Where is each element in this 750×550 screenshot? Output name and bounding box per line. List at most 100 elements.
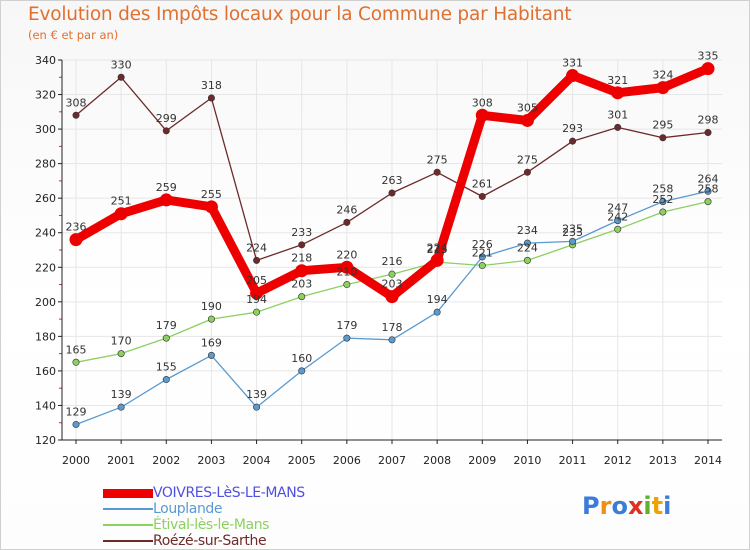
series-point-1 [433, 308, 441, 316]
data-label: 235 [562, 222, 583, 235]
x-tick-label: 2009 [468, 454, 496, 467]
y-tick-label: 180 [35, 330, 56, 343]
data-label: 203 [382, 278, 403, 291]
data-label: 190 [201, 300, 222, 313]
data-label: 179 [156, 319, 177, 332]
series-point-3 [388, 189, 396, 197]
series-point-2 [162, 334, 170, 342]
data-label: 216 [382, 255, 403, 268]
series-point-3 [207, 94, 215, 102]
y-tick-label: 300 [35, 123, 56, 136]
series-point-2 [388, 270, 396, 278]
data-label: 301 [607, 108, 628, 121]
series-point-2 [704, 198, 712, 206]
series-point-3 [569, 137, 577, 145]
data-label: 223 [427, 243, 448, 256]
series-point-1 [253, 403, 261, 411]
x-tick-label: 2000 [62, 454, 90, 467]
series-point-0 [566, 69, 580, 83]
y-tick-label: 340 [35, 54, 56, 67]
series-point-0 [520, 113, 534, 127]
x-tick-label: 2012 [604, 454, 632, 467]
series-point-1 [704, 187, 712, 195]
y-tick-label: 260 [35, 192, 56, 205]
series-point-0 [69, 233, 83, 247]
y-tick-label: 240 [35, 227, 56, 240]
logo-letter: i [643, 492, 652, 520]
data-label: 218 [291, 252, 312, 265]
series-point-1 [162, 376, 170, 384]
x-tick-label: 2014 [694, 454, 722, 467]
data-label: 298 [698, 114, 719, 127]
data-label: 318 [201, 79, 222, 92]
data-label: 308 [472, 96, 493, 109]
data-label: 210 [336, 266, 357, 279]
series-point-3 [523, 168, 531, 176]
x-tick-label: 2011 [559, 454, 587, 467]
series-point-1 [388, 336, 396, 344]
data-label: 224 [427, 241, 448, 254]
x-tick-label: 2008 [423, 454, 451, 467]
data-label: 308 [66, 96, 87, 109]
legend-label: Roézé-sur-Sarthe [153, 533, 267, 549]
legend-label: VOIVRES-LèS-LE-MANS [153, 485, 305, 501]
data-label: 305 [517, 101, 538, 114]
series-point-2 [72, 358, 80, 366]
x-tick-label: 2005 [288, 454, 316, 467]
series-point-0 [295, 264, 309, 278]
series-point-0 [611, 86, 625, 100]
y-tick-label: 200 [35, 296, 56, 309]
chart-title: Evolution des Impôts locaux pour la Comm… [28, 4, 572, 25]
data-label: 234 [517, 224, 538, 237]
data-label: 236 [66, 221, 87, 234]
data-label: 139 [111, 388, 132, 401]
y-tick-label: 320 [35, 89, 56, 102]
series-point-2 [343, 281, 351, 289]
series-point-3 [162, 127, 170, 135]
data-label: 194 [427, 293, 448, 306]
series-point-2 [207, 315, 215, 323]
data-label: 139 [246, 388, 267, 401]
series-point-3 [72, 111, 80, 119]
legend-swatch [103, 540, 153, 542]
series-point-2 [614, 225, 622, 233]
data-label: 233 [562, 226, 583, 239]
series-point-0 [430, 253, 444, 267]
data-label: 233 [291, 226, 312, 239]
data-label: 242 [607, 210, 628, 223]
data-label: 194 [246, 293, 267, 306]
series-point-1 [207, 351, 215, 359]
series-point-1 [523, 239, 531, 247]
series-point-2 [117, 350, 125, 358]
x-tick-label: 2003 [197, 454, 225, 467]
data-label: 246 [336, 203, 357, 216]
data-label: 330 [111, 58, 132, 71]
data-label: 251 [111, 195, 132, 208]
series-point-0 [340, 260, 354, 274]
series-point-3 [704, 129, 712, 137]
data-label: 170 [111, 335, 132, 348]
y-tick-label: 140 [35, 399, 56, 412]
y-tick-label: 120 [35, 434, 56, 447]
y-tick-label: 220 [35, 261, 56, 274]
y-tick-label: 160 [35, 365, 56, 378]
series-point-1 [569, 237, 577, 245]
series-point-0 [204, 200, 218, 214]
x-tick-label: 2006 [333, 454, 361, 467]
data-label: 169 [201, 336, 222, 349]
data-label: 258 [652, 183, 673, 196]
series-point-3 [478, 192, 486, 200]
data-label: 335 [698, 50, 719, 63]
series-point-0 [656, 81, 670, 95]
data-label: 275 [427, 153, 448, 166]
data-label: 178 [382, 321, 403, 334]
data-label: 324 [652, 69, 673, 82]
x-tick-label: 2002 [152, 454, 180, 467]
series-point-1 [72, 420, 80, 428]
data-label: 247 [607, 202, 628, 215]
logo-letter: i [663, 492, 672, 520]
legend-label: Étival-lès-le-Mans [153, 517, 270, 533]
data-label: 263 [382, 174, 403, 187]
series-point-2 [659, 208, 667, 216]
data-label: 155 [156, 361, 177, 374]
